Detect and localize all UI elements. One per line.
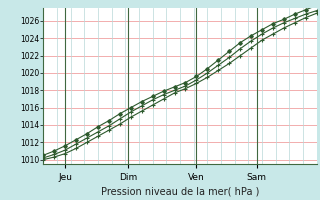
- X-axis label: Pression niveau de la mer( hPa ): Pression niveau de la mer( hPa ): [101, 186, 259, 196]
